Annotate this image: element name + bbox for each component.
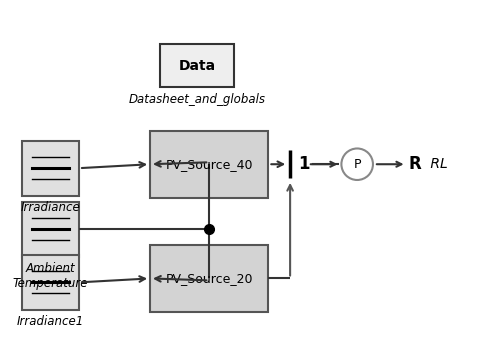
Text: 1: 1	[298, 155, 310, 173]
Text: Ambient
Temperature: Ambient Temperature	[12, 262, 88, 290]
Text: RL: RL	[426, 157, 448, 171]
FancyBboxPatch shape	[22, 202, 79, 257]
FancyBboxPatch shape	[150, 131, 268, 198]
FancyBboxPatch shape	[160, 44, 234, 87]
FancyBboxPatch shape	[22, 141, 79, 196]
Text: Data: Data	[178, 59, 216, 73]
FancyBboxPatch shape	[150, 245, 268, 312]
Text: PV_Source_20: PV_Source_20	[166, 272, 253, 285]
FancyBboxPatch shape	[22, 255, 79, 310]
Text: Datasheet_and_globals: Datasheet_and_globals	[128, 93, 266, 106]
Text: Irradiance1: Irradiance1	[17, 315, 84, 328]
Text: PV_Source_40: PV_Source_40	[166, 158, 253, 171]
Text: P: P	[354, 158, 361, 171]
Text: $\mathbf{R}$: $\mathbf{R}$	[408, 155, 423, 173]
Text: Irradiance: Irradiance	[20, 200, 80, 214]
